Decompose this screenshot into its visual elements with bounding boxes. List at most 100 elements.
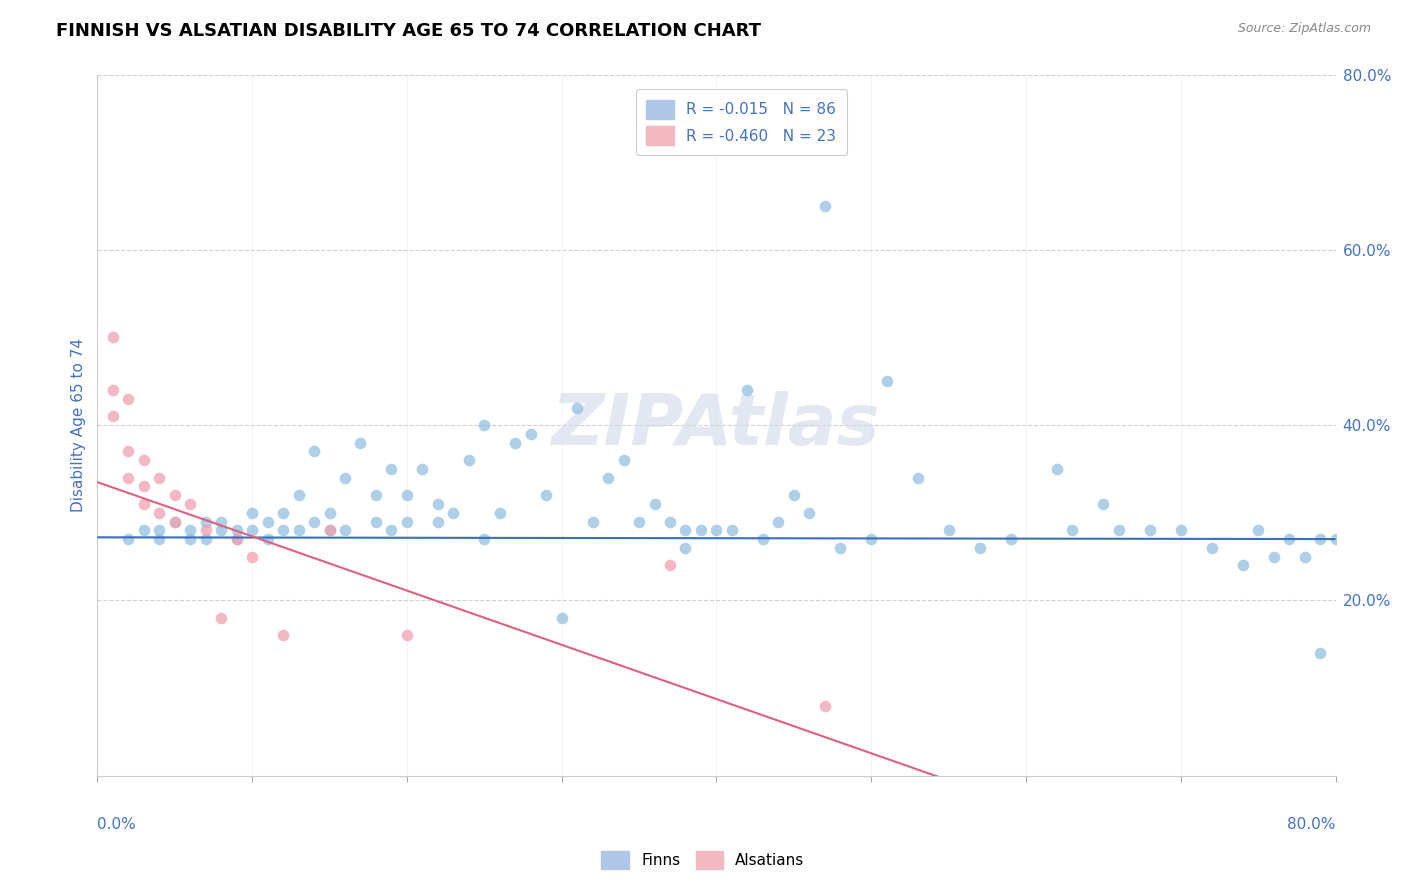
Point [395,515,418,529]
Point [101,409,124,424]
Point [209,611,232,625]
Point [1263,549,1285,564]
Point [132,453,155,467]
Point [256,532,278,546]
Point [271,628,294,642]
Point [472,532,495,546]
Point [1000,532,1022,546]
Point [472,418,495,433]
Point [194,515,217,529]
Point [287,524,309,538]
Point [1062,524,1084,538]
Point [628,515,651,529]
Point [117,471,139,485]
Point [271,524,294,538]
Legend: Finns, Alsatians: Finns, Alsatians [595,845,811,875]
Point [860,532,883,546]
Point [426,497,449,511]
Point [814,199,837,213]
Text: ZIPAtlas: ZIPAtlas [553,391,880,459]
Point [148,506,170,520]
Point [411,462,433,476]
Point [117,532,139,546]
Point [659,558,682,573]
Point [380,524,402,538]
Point [1046,462,1069,476]
Point [163,488,186,502]
Point [1201,541,1223,555]
Point [1309,532,1331,546]
Point [101,383,124,397]
Point [1278,532,1301,546]
Point [163,515,186,529]
Point [519,426,541,441]
Point [148,471,170,485]
Point [240,506,263,520]
Point [799,506,821,520]
Point [117,444,139,458]
Point [287,488,309,502]
Point [395,488,418,502]
Legend: R = -0.015   N = 86, R = -0.460   N = 23: R = -0.015 N = 86, R = -0.460 N = 23 [636,89,846,155]
Point [550,611,572,625]
Point [1092,497,1115,511]
Text: FINNISH VS ALSATIAN DISABILITY AGE 65 TO 74 CORRELATION CHART: FINNISH VS ALSATIAN DISABILITY AGE 65 TO… [56,22,761,40]
Point [675,541,697,555]
Point [1294,549,1316,564]
Point [426,515,449,529]
Point [225,532,247,546]
Text: 80.0%: 80.0% [1286,817,1336,832]
Point [132,524,155,538]
Point [690,524,713,538]
Point [209,524,232,538]
Point [969,541,991,555]
Point [876,374,898,388]
Point [225,532,247,546]
Point [179,524,201,538]
Point [721,524,744,538]
Point [240,524,263,538]
Point [814,698,837,713]
Point [938,524,960,538]
Point [132,497,155,511]
Point [179,532,201,546]
Point [613,453,636,467]
Point [582,515,605,529]
Point [117,392,139,406]
Point [302,444,325,458]
Text: 0.0%: 0.0% [97,817,136,832]
Point [163,515,186,529]
Point [194,532,217,546]
Point [830,541,852,555]
Point [318,524,340,538]
Point [364,488,387,502]
Point [1139,524,1161,538]
Point [132,479,155,493]
Point [380,462,402,476]
Point [752,532,775,546]
Point [488,506,510,520]
Point [1324,532,1347,546]
Point [225,524,247,538]
Point [1170,524,1192,538]
Point [598,471,620,485]
Point [318,506,340,520]
Point [333,524,356,538]
Point [240,549,263,564]
Point [1232,558,1254,573]
Point [333,471,356,485]
Point [644,497,666,511]
Point [457,453,479,467]
Point [1247,524,1270,538]
Text: Source: ZipAtlas.com: Source: ZipAtlas.com [1237,22,1371,36]
Point [737,383,759,397]
Point [503,435,526,450]
Point [349,435,371,450]
Point [101,330,124,344]
Point [364,515,387,529]
Point [395,628,418,642]
Point [783,488,806,502]
Point [148,524,170,538]
Point [318,524,340,538]
Point [302,515,325,529]
